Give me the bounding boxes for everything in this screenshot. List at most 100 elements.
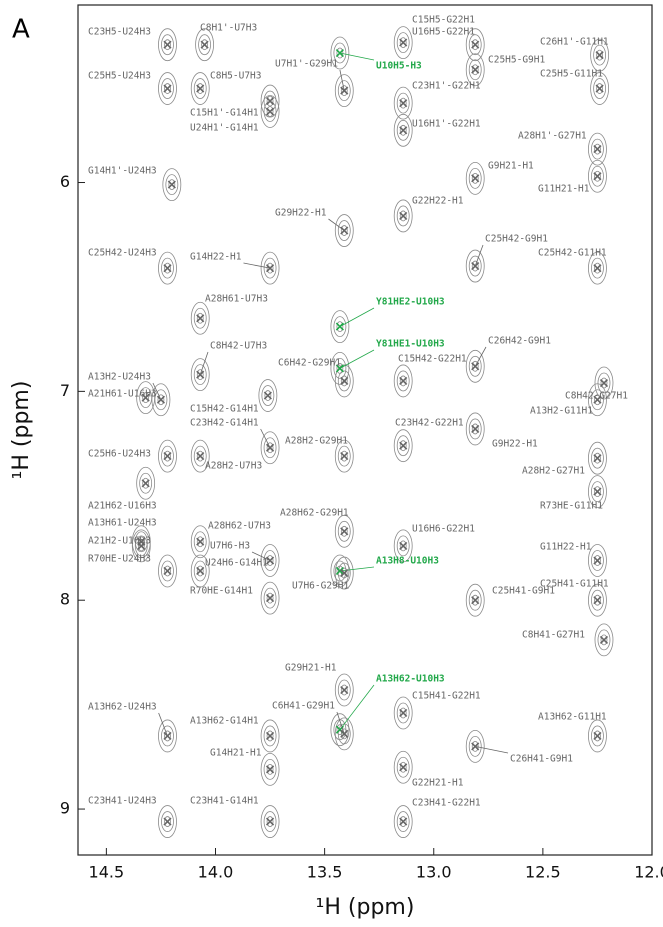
peak-label: A13H62-U24H3 <box>88 702 157 713</box>
x-tick-label: 12.0 <box>634 863 663 882</box>
peak-label: C26H41-G9H1 <box>510 754 573 765</box>
peak-label: C25H42-U24H3 <box>88 248 157 259</box>
peak-label: G14H21-H1 <box>210 748 262 759</box>
peak-label: R70HE-U24H3 <box>88 554 151 565</box>
peak-marker <box>341 453 348 460</box>
peak-marker <box>341 687 348 694</box>
peak-label: A28H62-G29H1 <box>280 508 349 519</box>
x-tick-label: 13.0 <box>416 863 452 882</box>
peak-label: A28H1'-G27H1 <box>518 131 587 142</box>
peak-label: R73HE-G11H1 <box>540 501 603 512</box>
leader-line <box>340 308 374 327</box>
peak-label: U24H1'-G14H1 <box>190 123 259 134</box>
peak-label: G29H22-H1 <box>275 208 327 219</box>
peak-label: Y81HE1-U10H3 <box>376 339 445 350</box>
peak-marker <box>400 764 407 771</box>
peak-marker <box>400 39 407 46</box>
peak-marker <box>267 818 274 825</box>
peak-marker <box>197 85 204 92</box>
peak-marker <box>472 175 479 182</box>
peak-label: A13H8-U10H3 <box>376 556 439 567</box>
peaks: C23H5-U24H3C8H1'-U7H3C15H5-G22H1U16H5-G2… <box>88 15 628 826</box>
x-tick-label: 13.5 <box>307 863 343 882</box>
peak-label: C8H1'-U7H3 <box>200 23 257 34</box>
peak-label: C26H42-G9H1 <box>488 336 551 347</box>
x-tick-label: 14.0 <box>198 863 234 882</box>
peak-label: C25H6-U24H3 <box>88 449 151 460</box>
peak-marker <box>594 173 601 180</box>
peak-marker <box>164 41 171 48</box>
peak-label: G9H21-H1 <box>488 161 534 172</box>
peak-marker <box>164 818 171 825</box>
peak-marker <box>594 146 601 153</box>
leader-line <box>159 713 168 736</box>
peak-label: C6H41-G29H1 <box>272 701 335 712</box>
peak-label: A13H2-U24H3 <box>88 372 151 383</box>
peak-label: Y81HE2-U10H3 <box>376 297 445 308</box>
peak-marker <box>594 455 601 462</box>
peak-label: C25H5-G11H1 <box>540 69 603 80</box>
peak-marker <box>472 66 479 73</box>
peak-label: C23H41-G22H1 <box>412 798 481 809</box>
peak-marker <box>600 636 607 643</box>
peak-label: U16H5-G22H1 <box>412 27 475 38</box>
peak-marker <box>596 52 603 59</box>
peak-label: U7H1'-G29H1 <box>275 59 338 70</box>
peak-label: A13H62-G14H1 <box>190 716 259 727</box>
x-tick-label: 14.5 <box>89 863 125 882</box>
peak-label: C23H41-U24H3 <box>88 796 157 807</box>
chart: A ¹H (ppm) ¹H (ppm) C23H5-U24H3C8H1'-U7H… <box>0 0 663 927</box>
peak-marker <box>267 732 274 739</box>
peak-label: C15H42-G14H1 <box>190 404 259 415</box>
peak-label: C25H5-U24H3 <box>88 71 151 82</box>
peak-marker <box>164 567 171 574</box>
peak-marker <box>472 425 479 432</box>
peak-marker <box>267 108 274 115</box>
peak-label: U16H1'-G22H1 <box>412 119 481 130</box>
peak-label: C26H1'-G11H1 <box>540 37 609 48</box>
peak-label: G9H22-H1 <box>492 439 538 450</box>
peak-label: A21H61-U16H3 <box>88 389 157 400</box>
x-axis-label: ¹H (ppm) <box>316 895 415 920</box>
peak-marker <box>197 567 204 574</box>
leader-line <box>243 263 270 268</box>
y-tick-label: 9 <box>60 799 70 818</box>
peak-label: C23H41-G14H1 <box>190 796 259 807</box>
peak-marker <box>400 442 407 449</box>
peak-marker <box>472 597 479 604</box>
peak-marker <box>267 766 274 773</box>
peak-label: A28H2-U7H3 <box>205 461 262 472</box>
peak-marker <box>168 181 175 188</box>
leader-line <box>328 219 344 231</box>
y-tick-label: 7 <box>60 381 70 400</box>
peak-marker <box>341 377 348 384</box>
peak-marker <box>164 265 171 272</box>
peak-label: A13H62-G11H1 <box>538 712 607 723</box>
y-axis-label: ¹H (ppm) <box>9 381 34 480</box>
peak-label: G22H22-H1 <box>412 196 464 207</box>
peak-label: C15H1'-G14H1 <box>190 108 259 119</box>
peak-label: A28H2-G29H1 <box>285 436 348 447</box>
peak-label: C15H42-G22H1 <box>398 354 467 365</box>
peak-label: G14H1'-U24H3 <box>88 166 157 177</box>
peak-label: A13H2-G11H1 <box>530 406 593 417</box>
peak-label: G11H21-H1 <box>538 184 590 195</box>
x-tick-label: 12.5 <box>525 863 561 882</box>
peak-marker <box>594 597 601 604</box>
peak-label: G29H21-H1 <box>285 663 337 674</box>
peak-label: G22H21-H1 <box>412 778 464 789</box>
peak-label: A21H62-U16H3 <box>88 501 157 512</box>
peak-marker <box>594 488 601 495</box>
peak-label: U7H6-H3 <box>210 541 250 552</box>
peak-label: C25H42-G11H1 <box>538 248 607 259</box>
peak-marker <box>594 557 601 564</box>
peak-marker <box>600 380 607 387</box>
peak-marker <box>341 528 348 535</box>
peak-marker <box>596 85 603 92</box>
panel-label: A <box>12 15 30 45</box>
peak-marker <box>400 127 407 134</box>
peak-marker <box>164 453 171 460</box>
peak-label: A13H61-U24H3 <box>88 518 157 529</box>
peak-marker <box>400 212 407 219</box>
peak-marker <box>201 41 208 48</box>
